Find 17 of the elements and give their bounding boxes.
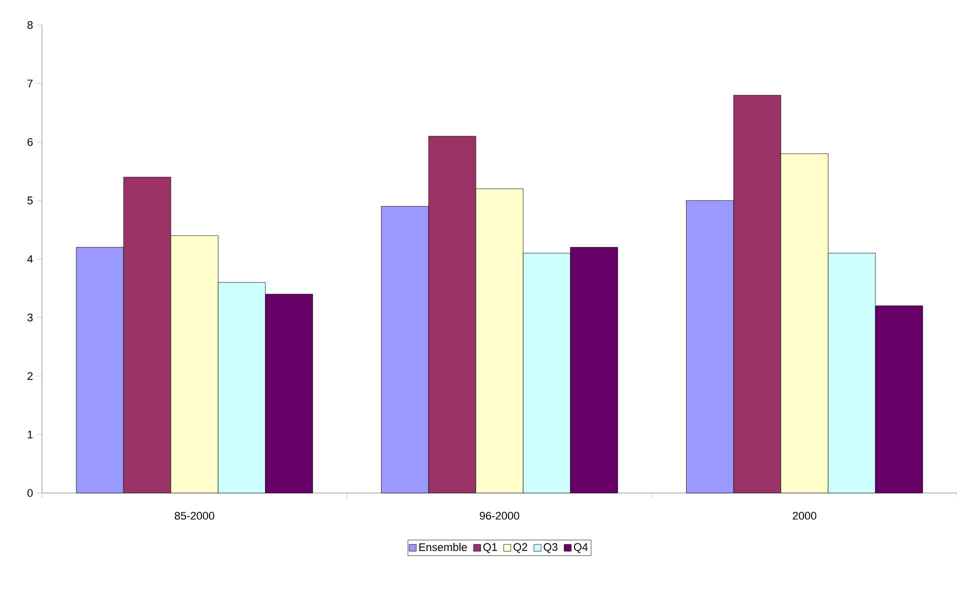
x-tick-label: 2000 <box>792 512 816 520</box>
y-tick-label: 7 <box>28 80 33 88</box>
legend-label: Q3 <box>544 543 558 553</box>
x-tick-label: 85-2000 <box>174 512 214 520</box>
x-tick-label: 96-2000 <box>480 512 520 520</box>
y-tick-label: 0 <box>27 489 33 497</box>
legend-label: Q2 <box>514 543 528 553</box>
y-tick-label: 4 <box>27 255 33 263</box>
y-tick-label: 6 <box>28 138 33 146</box>
y-tick-label: 1 <box>28 430 33 438</box>
y-tick-label: 5 <box>27 196 33 204</box>
legend-label: Ensemble <box>419 543 467 552</box>
y-tick-label: 3 <box>27 314 33 322</box>
legend-label: Q1 <box>483 543 497 553</box>
legend-label: Q4 <box>574 543 588 553</box>
y-tick-label: 2 <box>28 372 33 380</box>
y-tick-label: 8 <box>27 21 33 29</box>
